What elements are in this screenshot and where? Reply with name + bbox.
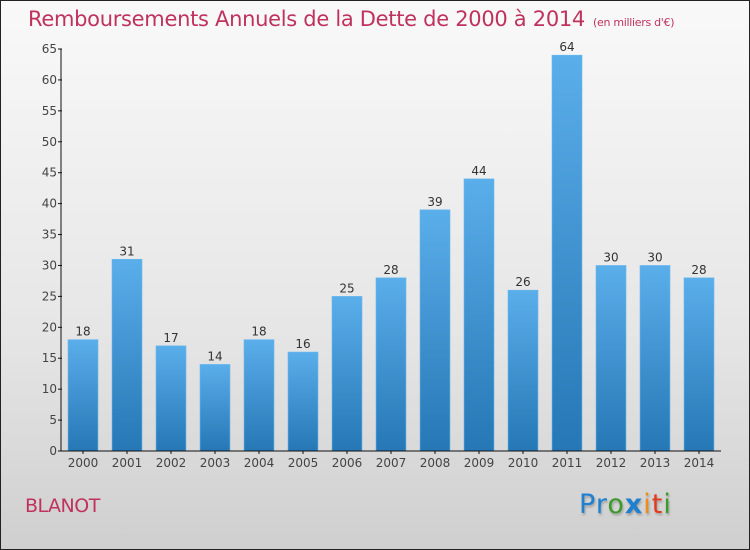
bar-2000[interactable] [67, 339, 99, 452]
value-label-2001: 31 [119, 244, 134, 258]
value-label-2010: 26 [515, 275, 530, 289]
y-tick-label: 45 [42, 166, 57, 180]
value-label-2007: 28 [383, 263, 398, 277]
bar-2006[interactable] [331, 296, 363, 452]
value-label-2012: 30 [603, 250, 618, 264]
bar-2004[interactable] [243, 339, 275, 452]
x-tick-label-2012: 2012 [596, 456, 627, 470]
logo-letter: r [595, 489, 608, 520]
chart-title: Remboursements Annuels de la Dette de 20… [28, 7, 674, 31]
value-label-2005: 16 [295, 337, 310, 351]
x-tick-label-2007: 2007 [376, 456, 407, 470]
title-text: Remboursements Annuels de la Dette de 20… [28, 7, 585, 31]
value-label-2003: 14 [207, 349, 222, 363]
bar-2009[interactable] [463, 178, 495, 452]
logo-letter: x [624, 489, 644, 520]
y-tick-label: 0 [49, 444, 57, 458]
y-tick-label: 55 [42, 104, 57, 118]
bar-2014[interactable] [683, 277, 715, 452]
logo-letter: P [579, 489, 596, 520]
x-tick-label-2008: 2008 [420, 456, 451, 470]
x-tick-label-2014: 2014 [684, 456, 715, 470]
x-tick-label-2003: 2003 [200, 456, 231, 470]
value-label-2002: 17 [163, 331, 178, 345]
value-label-2004: 18 [251, 325, 266, 339]
logo-letter: o [607, 489, 625, 520]
value-label-2014: 28 [691, 263, 706, 277]
unit-note: (en milliers d'€) [593, 16, 675, 29]
x-tick-label-2002: 2002 [156, 456, 187, 470]
x-axis: 2000 2001 2002 2003 2004 2005 2006 2007 2008 2009… [61, 450, 721, 470]
value-label-2000: 18 [75, 325, 90, 339]
y-tick-label: 65 [42, 42, 57, 56]
y-tick-label: 10 [42, 382, 57, 396]
y-tick-label: 35 [42, 228, 57, 242]
x-tick-label-2011: 2011 [552, 456, 583, 470]
logo-letter: i [663, 489, 672, 520]
value-label-2008: 39 [427, 195, 442, 209]
y-tick-label: 40 [42, 197, 57, 211]
logo-letter: i [643, 489, 652, 520]
y-tick-label: 25 [42, 289, 57, 303]
bar-2003[interactable] [199, 364, 231, 452]
bar-2002[interactable] [155, 345, 187, 452]
x-tick-label-2001: 2001 [112, 456, 143, 470]
bar-2001[interactable] [111, 258, 143, 452]
commune-name: BLANOT [25, 495, 100, 517]
bar-2013[interactable] [639, 265, 671, 452]
y-tick-label: 15 [42, 351, 57, 365]
y-tick-label: 30 [42, 258, 57, 272]
proxiti-logo[interactable]: Proxiti [579, 489, 672, 520]
x-tick-label-2006: 2006 [332, 456, 363, 470]
value-label-2011: 64 [559, 40, 574, 54]
x-tick-label-2004: 2004 [244, 456, 275, 470]
x-tick-label-2000: 2000 [68, 456, 99, 470]
value-label-2006: 25 [339, 281, 354, 295]
bar-2010[interactable] [507, 289, 539, 452]
bar-2005[interactable] [287, 351, 319, 452]
bars-group: 18 31 17 14 18 16 25 28 39 44 26 64 30 30 28 [67, 40, 715, 452]
y-tick-label: 50 [42, 135, 57, 149]
bar-2011[interactable] [551, 54, 583, 452]
bar-2012[interactable] [595, 265, 627, 452]
y-tick-label: 5 [49, 413, 57, 427]
x-tick-label-2005: 2005 [288, 456, 319, 470]
bar-2007[interactable] [375, 277, 407, 452]
logo-letter: t [651, 489, 664, 520]
bar-2008[interactable] [419, 209, 451, 452]
y-axis: 0 5 10 15 20 25 30 35 40 45 50 55 60 65 [42, 42, 62, 458]
value-label-2009: 44 [471, 164, 486, 178]
value-label-2013: 30 [647, 250, 662, 264]
x-tick-label-2009: 2009 [464, 456, 495, 470]
x-tick-label-2010: 2010 [508, 456, 539, 470]
y-tick-label: 20 [42, 320, 57, 334]
x-tick-label-2013: 2013 [640, 456, 671, 470]
y-tick-label: 60 [42, 73, 57, 87]
